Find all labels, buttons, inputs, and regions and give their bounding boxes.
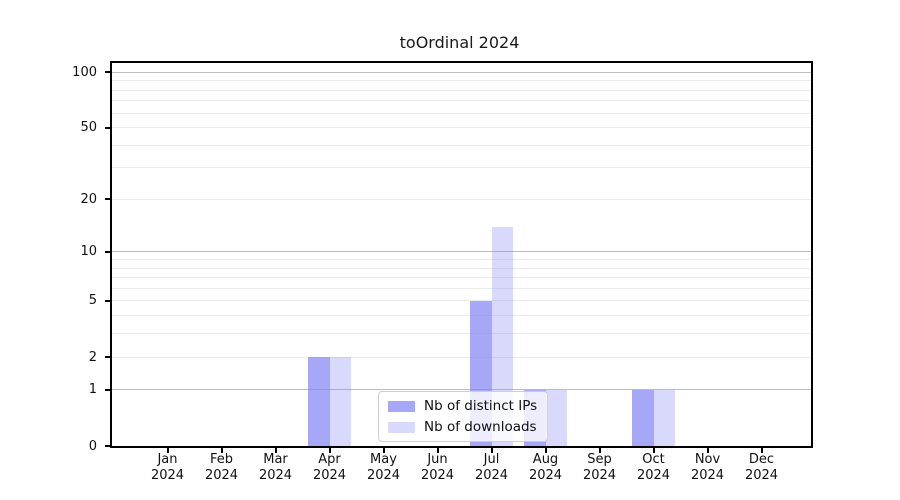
x-axis-tick: [760, 448, 763, 453]
legend-swatch: [388, 400, 415, 412]
y-axis-tick: [105, 198, 110, 201]
y-gridline-minor: [112, 356, 811, 358]
bar-downloads-aug: [545, 389, 567, 446]
x-axis-tick-label: Jan 2024: [150, 452, 185, 483]
bar-distinct-ips-apr: [308, 357, 330, 446]
y-axis-tick: [105, 388, 110, 391]
y-gridline-minor: [112, 259, 811, 260]
x-axis-tick-label: May 2024: [366, 452, 401, 483]
y-gridline-minor: [112, 112, 811, 114]
y-axis-tick: [105, 126, 110, 129]
y-gridline-minor: [112, 100, 811, 102]
y-axis-tick-label: 5: [88, 293, 97, 309]
bar-downloads-oct: [653, 389, 675, 446]
x-axis-tick-label: Nov 2024: [690, 452, 725, 483]
x-axis-tick: [382, 448, 385, 453]
y-gridline-minor: [112, 267, 811, 269]
x-axis-tick: [706, 448, 709, 453]
legend-swatch: [388, 421, 415, 433]
x-axis-tick-label: Apr 2024: [312, 452, 347, 483]
y-gridline-minor: [112, 127, 811, 129]
y-gridline-minor: [112, 144, 811, 146]
chart-title: toOrdinal 2024: [399, 33, 520, 52]
y-gridline-minor: [112, 89, 811, 91]
x-axis-tick: [652, 448, 655, 453]
x-axis-tick-label: Jun 2024: [420, 452, 455, 483]
legend: Nb of distinct IPs Nb of downloads: [378, 391, 549, 442]
y-axis-tick-label: 1: [88, 382, 97, 398]
y-gridline-minor: [112, 315, 811, 317]
y-axis-tick-label: 100: [72, 64, 97, 80]
y-axis-tick-label: 0: [88, 438, 97, 454]
y-axis-tick-label: 50: [80, 120, 97, 136]
y-gridline-minor: [112, 80, 811, 82]
x-axis-tick-label: Jul 2024: [474, 452, 509, 483]
legend-item: Nb of distinct IPs: [388, 398, 537, 414]
bar-distinct-ips-oct: [632, 389, 654, 446]
legend-label: Nb of downloads: [424, 419, 537, 435]
x-axis-tick-label: Mar 2024: [258, 452, 293, 483]
x-axis-tick: [436, 448, 439, 453]
bar-downloads-apr: [329, 357, 351, 446]
y-gridline-minor: [112, 167, 811, 169]
x-axis-tick: [490, 448, 493, 453]
x-axis-tick-label: Aug 2024: [528, 452, 563, 483]
x-axis-tick-label: Dec 2024: [744, 452, 779, 483]
y-gridline-major: [112, 389, 811, 391]
x-axis-tick: [544, 448, 547, 453]
x-axis-tick: [598, 448, 601, 453]
x-axis-tick: [220, 448, 223, 453]
x-axis-tick: [274, 448, 277, 453]
y-axis-tick: [105, 250, 110, 253]
x-axis-tick-label: Sep 2024: [582, 452, 617, 483]
y-axis-tick: [105, 445, 110, 447]
x-axis-tick: [328, 448, 331, 453]
y-gridline-minor: [112, 198, 811, 200]
y-gridline-minor: [112, 300, 811, 302]
y-gridline-minor: [112, 287, 811, 289]
y-axis-tick: [105, 356, 110, 359]
y-gridline-minor: [112, 277, 811, 279]
y-gridline-major: [112, 71, 811, 73]
legend-label: Nb of distinct IPs: [424, 398, 538, 414]
x-axis-tick: [166, 448, 169, 453]
plot-area: [110, 61, 813, 448]
x-axis-tick-label: Feb 2024: [204, 452, 239, 483]
y-axis-tick: [105, 299, 110, 302]
y-axis-tick-label: 2: [88, 349, 97, 365]
legend-item: Nb of downloads: [388, 419, 537, 435]
y-axis-tick-label: 10: [80, 244, 97, 260]
y-axis-tick-label: 20: [80, 191, 97, 207]
y-gridline-minor: [112, 333, 811, 335]
y-axis-tick: [105, 71, 110, 74]
y-gridline-major: [112, 251, 811, 253]
x-axis-tick-label: Oct 2024: [636, 452, 671, 483]
